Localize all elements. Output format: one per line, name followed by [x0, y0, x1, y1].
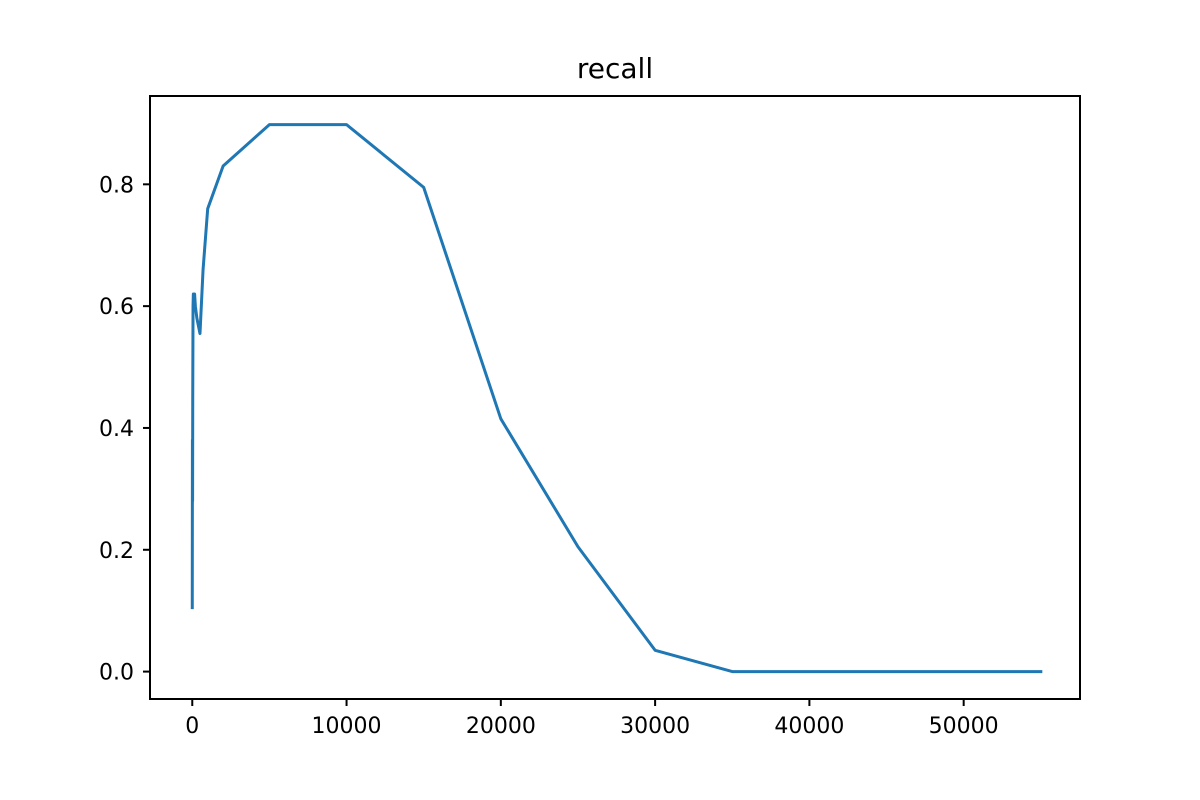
x-tick-label: 10000: [312, 714, 382, 739]
series-layer: [190, 123, 1043, 674]
x-tick-label: 50000: [929, 714, 999, 739]
recall-line-series-0: [190, 123, 1043, 674]
y-tick-label: 0.2: [99, 539, 134, 564]
ticks-layer: 0 10000 20000 30000 40000 50000 0.0 0.2 0.4 0.6 0.…: [99, 173, 999, 739]
y-tick-label: 0.8: [99, 173, 134, 198]
x-tick-label: 0: [185, 714, 199, 739]
x-tick-label: 40000: [774, 714, 844, 739]
y-tick-label: 0.6: [99, 295, 134, 320]
y-tick-label: 0.0: [99, 661, 134, 686]
x-tick-label: 20000: [466, 714, 536, 739]
y-tick-label: 0.4: [99, 417, 134, 442]
axes-frame: [149, 95, 1081, 700]
x-tick-label: 30000: [620, 714, 690, 739]
chart-title: recall: [577, 52, 653, 85]
